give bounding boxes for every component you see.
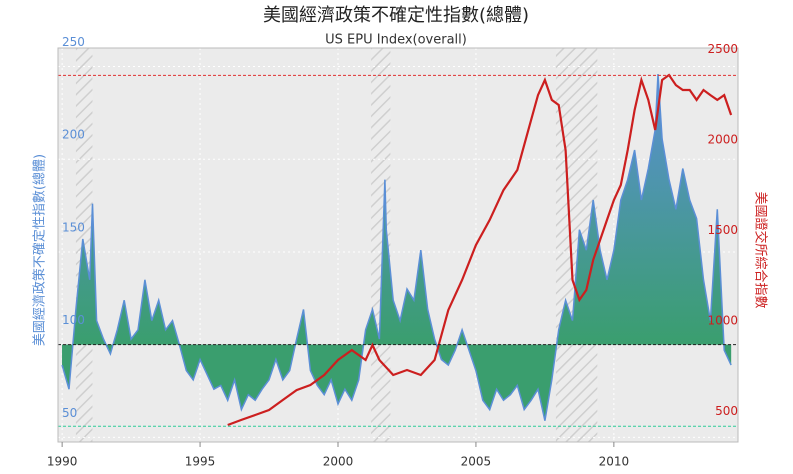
- y-tick-label: 250: [62, 35, 85, 49]
- y-tick-label: 50: [62, 406, 77, 420]
- y2-tick-label: 1500: [707, 223, 738, 237]
- area: [62, 74, 732, 421]
- x-tick-label: 2005: [461, 455, 492, 469]
- line: [61, 73, 732, 421]
- x-tick-label: 1990: [47, 455, 78, 469]
- y2-axis-label: 美國證交所綜合指數: [753, 191, 769, 308]
- x-tick-label: 2010: [599, 455, 630, 469]
- area-below: [62, 344, 732, 421]
- y-axis-label: 美國經濟政策不確定性指數(總體): [32, 154, 48, 346]
- y2-tick-label: 2000: [707, 133, 738, 147]
- y-tick-label: 200: [62, 128, 85, 142]
- chart-title: 美國經濟政策不確定性指數(總體): [263, 5, 529, 26]
- y2-tick-label: 2500: [707, 42, 738, 56]
- line: [227, 73, 733, 427]
- plot-frame: [57, 47, 739, 443]
- y-tick-label: 150: [62, 220, 85, 234]
- y2-tick-label: 1000: [707, 313, 738, 327]
- chart-subtitle: US EPU Index(overall): [325, 33, 467, 48]
- x-tick-label: 1995: [185, 455, 216, 469]
- x-tick-label: 2000: [323, 455, 354, 469]
- y-tick-label: 100: [62, 313, 85, 327]
- y2-tick-label: 500: [715, 404, 738, 418]
